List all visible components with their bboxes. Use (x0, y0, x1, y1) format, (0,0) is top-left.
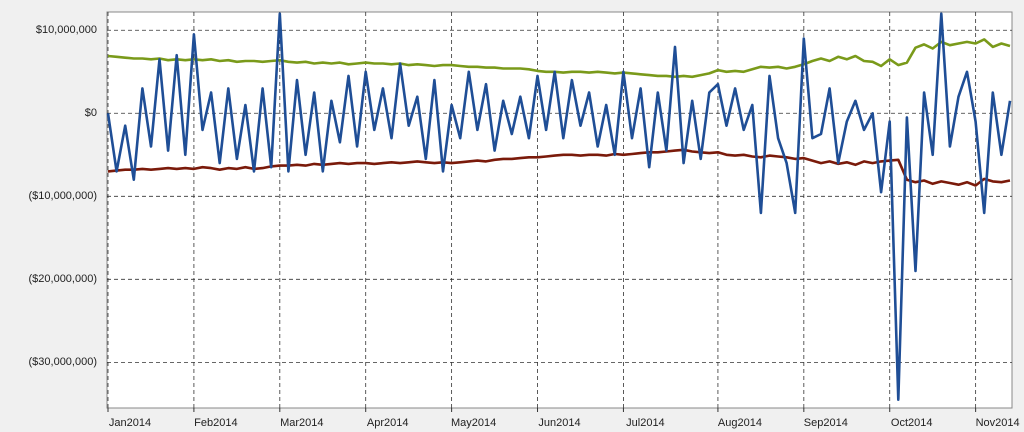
y-tick-label: $10,000,000 (36, 24, 97, 36)
y-tick-label: ($20,000,000) (29, 273, 98, 285)
x-tick-label: May2014 (451, 417, 496, 429)
series-line (107, 38, 1011, 79)
series-line (107, 148, 1011, 187)
x-tick-label: Mar2014 (280, 417, 323, 429)
y-tick-label: $0 (85, 107, 97, 119)
y-tick-label: ($10,000,000) (29, 190, 98, 202)
x-tick-label: Jun2014 (538, 417, 580, 429)
x-tick-label: Sep2014 (804, 417, 848, 429)
series-line (106, 12, 1012, 401)
x-tick-label: Jan2014 (109, 417, 151, 429)
x-tick-label: Oct2014 (891, 417, 933, 429)
x-tick-label: Apr2014 (367, 417, 409, 429)
x-tick-label: Nov2014 (976, 417, 1020, 429)
plot-area (106, 11, 1013, 409)
x-tick-label: Feb2014 (194, 417, 237, 429)
x-tick-label: Aug2014 (718, 417, 762, 429)
x-tick-label: Jul2014 (626, 417, 665, 429)
y-tick-label: ($30,000,000) (29, 356, 98, 368)
